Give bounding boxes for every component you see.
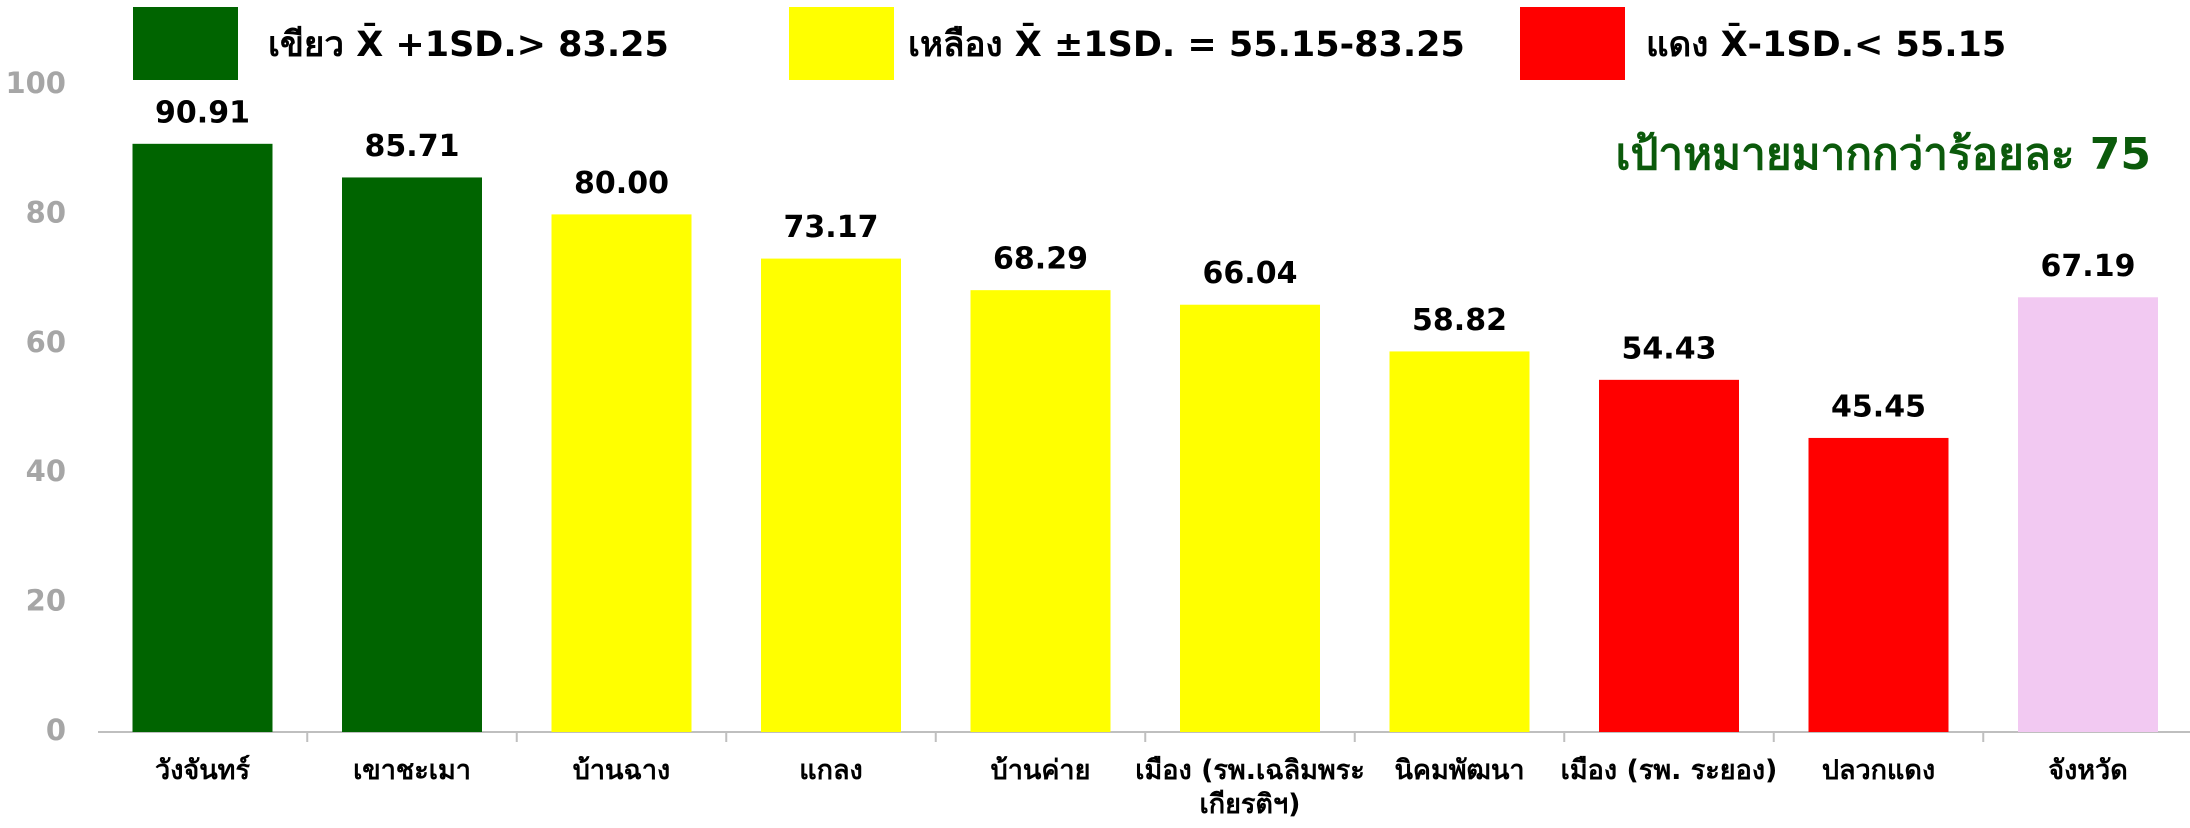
value-label: 80.00 — [574, 166, 669, 201]
bar — [1180, 304, 1320, 732]
bar — [1808, 437, 1949, 732]
value-label: 73.17 — [784, 210, 879, 245]
bar — [761, 258, 901, 732]
value-label: 85.71 — [365, 129, 460, 164]
y-tick-label: 20 — [26, 584, 66, 618]
value-label: 58.82 — [1412, 303, 1507, 338]
x-tick-label: วังจันทร์ — [155, 755, 250, 786]
y-tick-label: 100 — [5, 66, 66, 100]
x-tick-label: เมือง (รพ. ระยอง) — [1560, 755, 1778, 786]
x-tick-label: บ้านฉาง — [572, 755, 671, 786]
x-tick-label: เขาชะเมา — [353, 755, 471, 786]
value-label: 90.91 — [155, 95, 250, 130]
legend-swatch — [1520, 7, 1625, 80]
legend-label: แดง X̄-1SD.< 55.15 — [1646, 22, 2006, 65]
y-tick-label: 80 — [26, 195, 66, 229]
bar — [1599, 379, 1739, 732]
legend-label: เหลือง X̄ ±1SD. = 55.15-83.25 — [908, 22, 1465, 65]
value-label: 66.04 — [1203, 256, 1298, 291]
bar — [2018, 297, 2158, 732]
x-tick-label: บ้านค่าย — [990, 755, 1091, 786]
x-tick-label: ปลวกแดง — [1821, 755, 1936, 786]
x-tick-label: เมือง (รพ.เฉลิมพระเกียรติฯ) — [1135, 755, 1365, 820]
y-tick-label: 40 — [26, 454, 66, 488]
bar — [342, 177, 482, 732]
legend-label: เขียว X̄ +1SD.> 83.25 — [268, 22, 669, 65]
bar — [551, 214, 692, 732]
y-tick-label: 60 — [26, 325, 66, 359]
value-label: 67.19 — [2041, 249, 2136, 284]
value-label: 68.29 — [993, 242, 1088, 277]
x-tick-label: จังหวัด — [2048, 755, 2128, 786]
bar — [970, 290, 1111, 732]
legend-swatch — [133, 7, 238, 80]
bar — [132, 143, 273, 732]
x-tick-label: แกลง — [799, 755, 863, 786]
value-label: 45.45 — [1831, 389, 1926, 424]
value-label: 54.43 — [1622, 331, 1717, 366]
x-tick-label: นิคมพัฒนา — [1394, 755, 1525, 786]
annotation: เป้าหมายมากกว่าร้อยละ 75 — [1615, 129, 2151, 180]
y-tick-label: 0 — [46, 713, 66, 747]
legend-swatch — [789, 7, 894, 80]
bar — [1389, 351, 1530, 732]
